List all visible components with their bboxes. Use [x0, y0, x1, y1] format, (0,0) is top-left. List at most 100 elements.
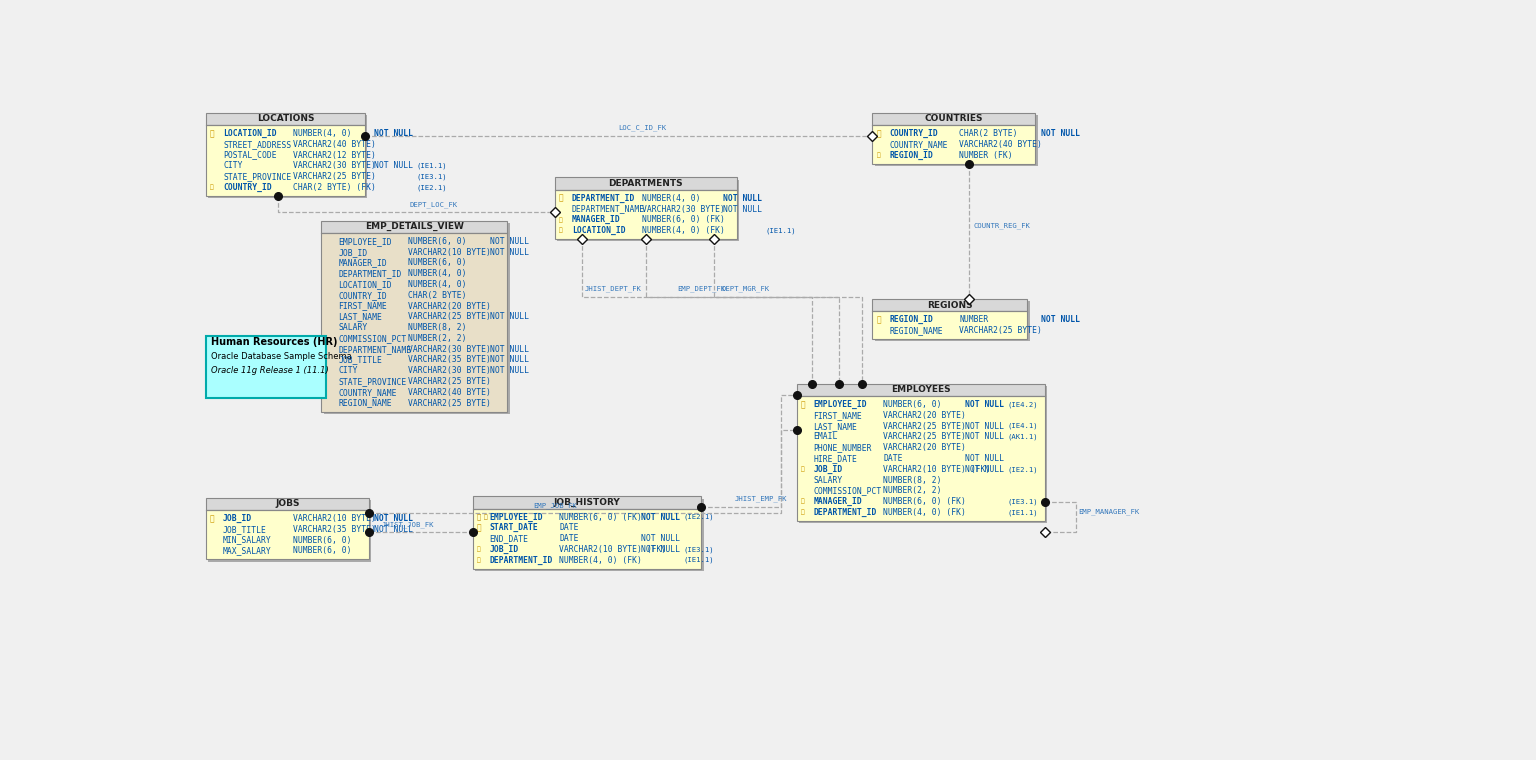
Text: DEPARTMENT_ID: DEPARTMENT_ID	[490, 556, 553, 565]
Text: Oracle Database Sample Schema: Oracle Database Sample Schema	[210, 352, 352, 361]
Text: NOT NULL: NOT NULL	[490, 248, 528, 257]
Text: DEPARTMENT_NAME: DEPARTMENT_NAME	[338, 344, 412, 353]
Text: NOT NULL: NOT NULL	[965, 432, 1003, 442]
FancyBboxPatch shape	[797, 384, 1044, 396]
Text: DEPT_MGR_FK: DEPT_MGR_FK	[722, 286, 770, 293]
Text: NOT NULL: NOT NULL	[375, 525, 413, 534]
FancyBboxPatch shape	[872, 112, 1035, 125]
FancyBboxPatch shape	[206, 510, 369, 559]
Text: NUMBER(4, 0): NUMBER(4, 0)	[642, 194, 700, 203]
Text: (IE2.1): (IE2.1)	[684, 514, 714, 521]
FancyBboxPatch shape	[876, 115, 1037, 166]
Text: VARCHAR2(40 BYTE): VARCHAR2(40 BYTE)	[960, 140, 1041, 149]
Text: VARCHAR2(20 BYTE): VARCHAR2(20 BYTE)	[409, 302, 492, 311]
Text: DEPARTMENT_NAME: DEPARTMENT_NAME	[571, 204, 645, 214]
FancyBboxPatch shape	[799, 386, 1048, 523]
Text: STATE_PROVINCE: STATE_PROVINCE	[338, 377, 407, 386]
Text: JHIST_EMP_FK: JHIST_EMP_FK	[734, 496, 786, 502]
FancyBboxPatch shape	[554, 177, 737, 190]
Text: VARCHAR2(30 BYTE): VARCHAR2(30 BYTE)	[409, 366, 492, 375]
Text: NUMBER(6, 0): NUMBER(6, 0)	[409, 258, 467, 268]
Text: STREET_ADDRESS: STREET_ADDRESS	[223, 140, 292, 149]
Text: COMMISSION_PCT: COMMISSION_PCT	[814, 486, 882, 496]
Text: NOT NULL: NOT NULL	[965, 422, 1003, 431]
Text: LOC_C_ID_FK: LOC_C_ID_FK	[619, 125, 667, 131]
Text: NOT NULL: NOT NULL	[965, 400, 1003, 409]
Text: NOT NULL: NOT NULL	[490, 356, 528, 365]
Text: NOT NULL: NOT NULL	[723, 194, 762, 203]
Text: NUMBER(4, 0): NUMBER(4, 0)	[409, 280, 467, 289]
FancyBboxPatch shape	[206, 336, 326, 397]
Text: 🔒: 🔒	[800, 467, 805, 472]
Text: NOT NULL: NOT NULL	[490, 366, 528, 375]
Text: EMPLOYEE_ID: EMPLOYEE_ID	[338, 237, 392, 245]
Text: (IE1.1): (IE1.1)	[684, 557, 714, 563]
Text: VARCHAR2(30 BYTE): VARCHAR2(30 BYTE)	[642, 204, 725, 214]
Text: 🔒: 🔒	[210, 185, 214, 190]
Text: JOB_ID: JOB_ID	[338, 248, 367, 257]
FancyBboxPatch shape	[797, 396, 1044, 521]
Text: ⚿: ⚿	[210, 514, 215, 523]
Text: (IE2.1): (IE2.1)	[416, 184, 447, 191]
Text: START_DATE: START_DATE	[490, 523, 538, 532]
Text: REGION_NAME: REGION_NAME	[338, 398, 392, 407]
Text: DEPARTMENT_ID: DEPARTMENT_ID	[814, 508, 877, 517]
Text: DEPARTMENT_ID: DEPARTMENT_ID	[571, 194, 634, 203]
Text: NUMBER(2, 2): NUMBER(2, 2)	[883, 486, 942, 496]
Text: LOCATIONS: LOCATIONS	[257, 115, 315, 123]
Text: (IE1.1): (IE1.1)	[1008, 509, 1038, 515]
FancyBboxPatch shape	[209, 500, 372, 562]
FancyBboxPatch shape	[872, 299, 1028, 312]
Text: (IE3.1): (IE3.1)	[416, 173, 447, 180]
FancyBboxPatch shape	[473, 496, 700, 508]
Text: REGION_ID: REGION_ID	[889, 315, 934, 325]
Text: VARCHAR2(35 BYTE): VARCHAR2(35 BYTE)	[293, 525, 376, 534]
Text: VARCHAR2(40 BYTE): VARCHAR2(40 BYTE)	[293, 140, 376, 149]
Text: LOCATION_ID: LOCATION_ID	[571, 226, 625, 235]
Text: JOB_ID: JOB_ID	[490, 545, 519, 554]
Text: ⚿: ⚿	[877, 129, 882, 138]
Text: VARCHAR2(10 BYTE) (FK): VARCHAR2(10 BYTE) (FK)	[883, 465, 991, 473]
Text: NUMBER(4, 0) (FK): NUMBER(4, 0) (FK)	[642, 226, 725, 235]
FancyBboxPatch shape	[206, 498, 369, 510]
Text: NOT NULL: NOT NULL	[965, 465, 1003, 473]
Text: FIRST_NAME: FIRST_NAME	[338, 302, 387, 311]
Text: 🔒: 🔒	[800, 510, 805, 515]
FancyBboxPatch shape	[321, 220, 507, 233]
Text: NUMBER(4, 0): NUMBER(4, 0)	[409, 269, 467, 278]
Text: 🔒: 🔒	[559, 228, 562, 233]
Text: (IE3.1): (IE3.1)	[1008, 499, 1038, 505]
Text: SALARY: SALARY	[814, 476, 843, 485]
Text: NUMBER(6, 0) (FK): NUMBER(6, 0) (FK)	[883, 497, 966, 506]
FancyBboxPatch shape	[321, 233, 507, 411]
Text: REGIONS: REGIONS	[928, 301, 972, 310]
Text: NOT NULL: NOT NULL	[490, 344, 528, 353]
Text: COUNTRIES: COUNTRIES	[925, 115, 983, 123]
FancyBboxPatch shape	[558, 180, 739, 242]
Text: VARCHAR2(12 BYTE): VARCHAR2(12 BYTE)	[293, 150, 376, 160]
Text: (IE2.1): (IE2.1)	[1008, 466, 1038, 473]
Text: DEPARTMENTS: DEPARTMENTS	[608, 179, 684, 188]
Text: NUMBER(6, 0): NUMBER(6, 0)	[293, 546, 352, 556]
Text: LAST_NAME: LAST_NAME	[338, 312, 382, 321]
Text: NOT NULL: NOT NULL	[641, 512, 680, 521]
Text: JOB_TITLE: JOB_TITLE	[223, 525, 267, 534]
Text: VARCHAR2(30 BYTE): VARCHAR2(30 BYTE)	[293, 161, 376, 170]
Text: NOT NULL: NOT NULL	[723, 204, 762, 214]
Text: NUMBER(4, 0) (FK): NUMBER(4, 0) (FK)	[883, 508, 966, 517]
Text: ⚿: ⚿	[210, 129, 215, 138]
Text: HIRE_DATE: HIRE_DATE	[814, 454, 857, 463]
Text: VARCHAR2(35 BYTE): VARCHAR2(35 BYTE)	[409, 356, 492, 365]
Text: VARCHAR2(20 BYTE): VARCHAR2(20 BYTE)	[883, 411, 966, 420]
Text: VARCHAR2(20 BYTE): VARCHAR2(20 BYTE)	[883, 443, 966, 452]
Text: COUNTRY_NAME: COUNTRY_NAME	[889, 140, 948, 149]
Text: NUMBER: NUMBER	[960, 315, 989, 325]
Text: VARCHAR2(25 BYTE): VARCHAR2(25 BYTE)	[960, 326, 1041, 335]
Text: NOT NULL: NOT NULL	[375, 129, 413, 138]
Text: VARCHAR2(10 BYTE): VARCHAR2(10 BYTE)	[409, 248, 492, 257]
Text: CHAR(2 BYTE): CHAR(2 BYTE)	[409, 291, 467, 299]
FancyBboxPatch shape	[473, 508, 700, 568]
Text: REGION_NAME: REGION_NAME	[889, 326, 943, 335]
Text: NOT NULL: NOT NULL	[490, 312, 528, 321]
Text: ⚿: ⚿	[476, 524, 481, 532]
